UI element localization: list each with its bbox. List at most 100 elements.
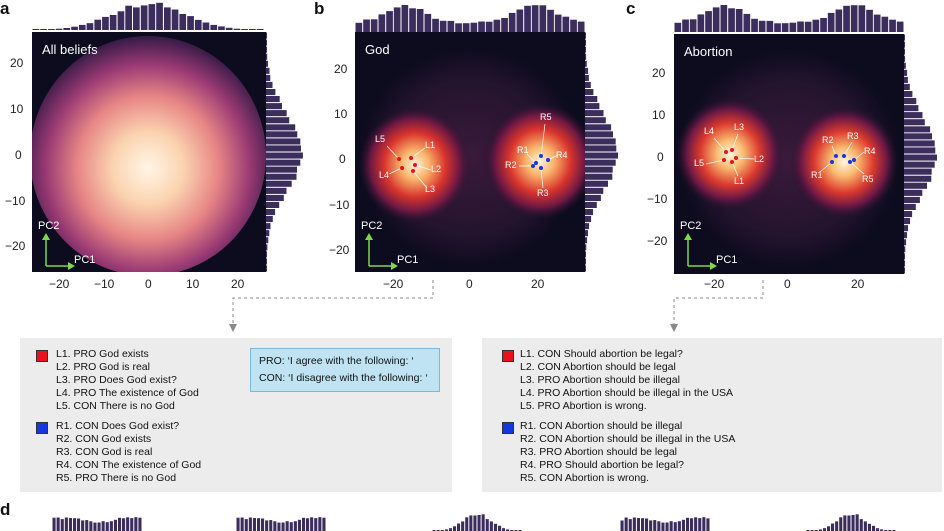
cluster-point (830, 160, 834, 164)
histogram-bar (585, 131, 613, 138)
leader-line (853, 151, 865, 161)
histogram-bar (302, 517, 306, 531)
histogram-bar (266, 209, 276, 216)
histogram-bar (585, 110, 604, 117)
histogram-bar (673, 522, 677, 531)
point-label: L5 (694, 158, 705, 168)
pro-con-definition-box: PRO: ‘I agree with the following: ‘ CON:… (250, 348, 440, 392)
histogram-bar (758, 20, 766, 32)
histogram-bar (669, 521, 673, 531)
histogram-bar (859, 519, 863, 531)
histogram-bar (585, 251, 586, 258)
histogram-bar (585, 166, 613, 173)
histogram-bar (461, 521, 465, 531)
histogram-bar (585, 103, 600, 110)
histogram-bar (498, 525, 502, 531)
histogram-bar (266, 96, 280, 103)
histogram-bar (735, 9, 743, 32)
histogram-bar (306, 518, 310, 531)
histogram-bar (822, 528, 826, 531)
pc2-label-c: PC2 (680, 220, 702, 232)
y-tick: 0 (15, 148, 22, 162)
histogram-bar (855, 514, 859, 531)
histogram-bar (266, 180, 292, 187)
legend-item: L1. CON Should abortion be legal? (520, 348, 683, 360)
histogram-bar (236, 517, 240, 531)
histogram-bar (266, 166, 297, 173)
histogram-bar (501, 18, 508, 32)
legend-item: L4. PRO Abortion should be illegal in th… (520, 387, 734, 399)
histogram-bar (585, 60, 587, 67)
plot-title-a: All beliefs (42, 42, 98, 57)
histogram-bar (872, 525, 876, 531)
cluster-point (842, 154, 846, 158)
histogram-bar (585, 244, 587, 251)
histogram-bar (478, 21, 485, 32)
histogram-bar (71, 26, 78, 30)
cluster-point (734, 156, 738, 160)
histogram-bar (277, 522, 281, 531)
histogram-bar (896, 21, 904, 32)
cluster-point (539, 166, 543, 170)
histogram-bar (424, 13, 432, 32)
leader-line (843, 141, 853, 157)
y-tick: −10 (5, 194, 26, 208)
histogram-bar (904, 246, 906, 253)
left-group-swatch (502, 350, 514, 362)
x-tick: 0 (784, 277, 791, 291)
histogram-bar (266, 159, 301, 166)
plot-title-b: God (365, 42, 390, 57)
histogram-bar (585, 138, 616, 145)
histogram-bar (904, 182, 927, 189)
legend-item: L3. PRO Abortion should be illegal (520, 374, 680, 386)
leader-line (713, 137, 727, 153)
panel-a-top-histogram (32, 2, 264, 30)
cluster-point (531, 164, 535, 168)
point-label: R5 (862, 174, 874, 184)
x-tick: 0 (466, 277, 473, 291)
right-group-swatch (502, 422, 514, 434)
point-label: L3 (734, 122, 745, 132)
histogram-bar (125, 5, 132, 30)
panel-d-histogram-1 (52, 517, 142, 531)
histogram-bar (904, 161, 935, 168)
point-label: L2 (754, 154, 765, 164)
histogram-bar (249, 29, 256, 30)
histogram-bar (266, 216, 273, 223)
leader-line (819, 161, 833, 173)
cluster-point (397, 157, 401, 161)
legend-item: L3. PRO Does God exist? (56, 374, 177, 386)
legend-item: L5. CON There is no God (56, 400, 175, 412)
histogram-bar (585, 173, 613, 180)
histogram-bar (628, 519, 632, 531)
histogram-bar (310, 517, 314, 531)
x-tick: −20 (383, 277, 404, 291)
histogram-bar (266, 223, 271, 230)
histogram-bar (156, 2, 163, 30)
y-tick: −20 (647, 234, 668, 248)
panel-d-histogram-3 (432, 514, 522, 531)
histogram-bar (585, 74, 589, 81)
histogram-bar (457, 523, 461, 531)
histogram-bar (585, 258, 586, 265)
histogram-bar (585, 187, 604, 194)
histogram-bar (363, 19, 370, 32)
histogram-bar (866, 9, 873, 32)
histogram-bar (179, 14, 187, 30)
legend-item: R1. CON Does God exist? (56, 420, 180, 432)
histogram-bar (409, 8, 416, 32)
histogram-bar (585, 89, 594, 96)
histogram-bar (624, 517, 628, 531)
y-tick: 20 (10, 56, 24, 70)
pc1-label-b: PC1 (397, 254, 419, 266)
histogram-bar (867, 523, 871, 531)
histogram-bar (444, 529, 448, 531)
histogram-bar (81, 520, 85, 531)
legend-item: R2. CON Abortion should be illegal in th… (520, 433, 736, 445)
connector-dashed-lines (229, 280, 764, 332)
histogram-bar (465, 517, 469, 531)
x-tick: −10 (94, 277, 115, 291)
histogram-bar (839, 517, 843, 531)
histogram-bar (318, 517, 322, 531)
histogram-bar (620, 520, 624, 531)
